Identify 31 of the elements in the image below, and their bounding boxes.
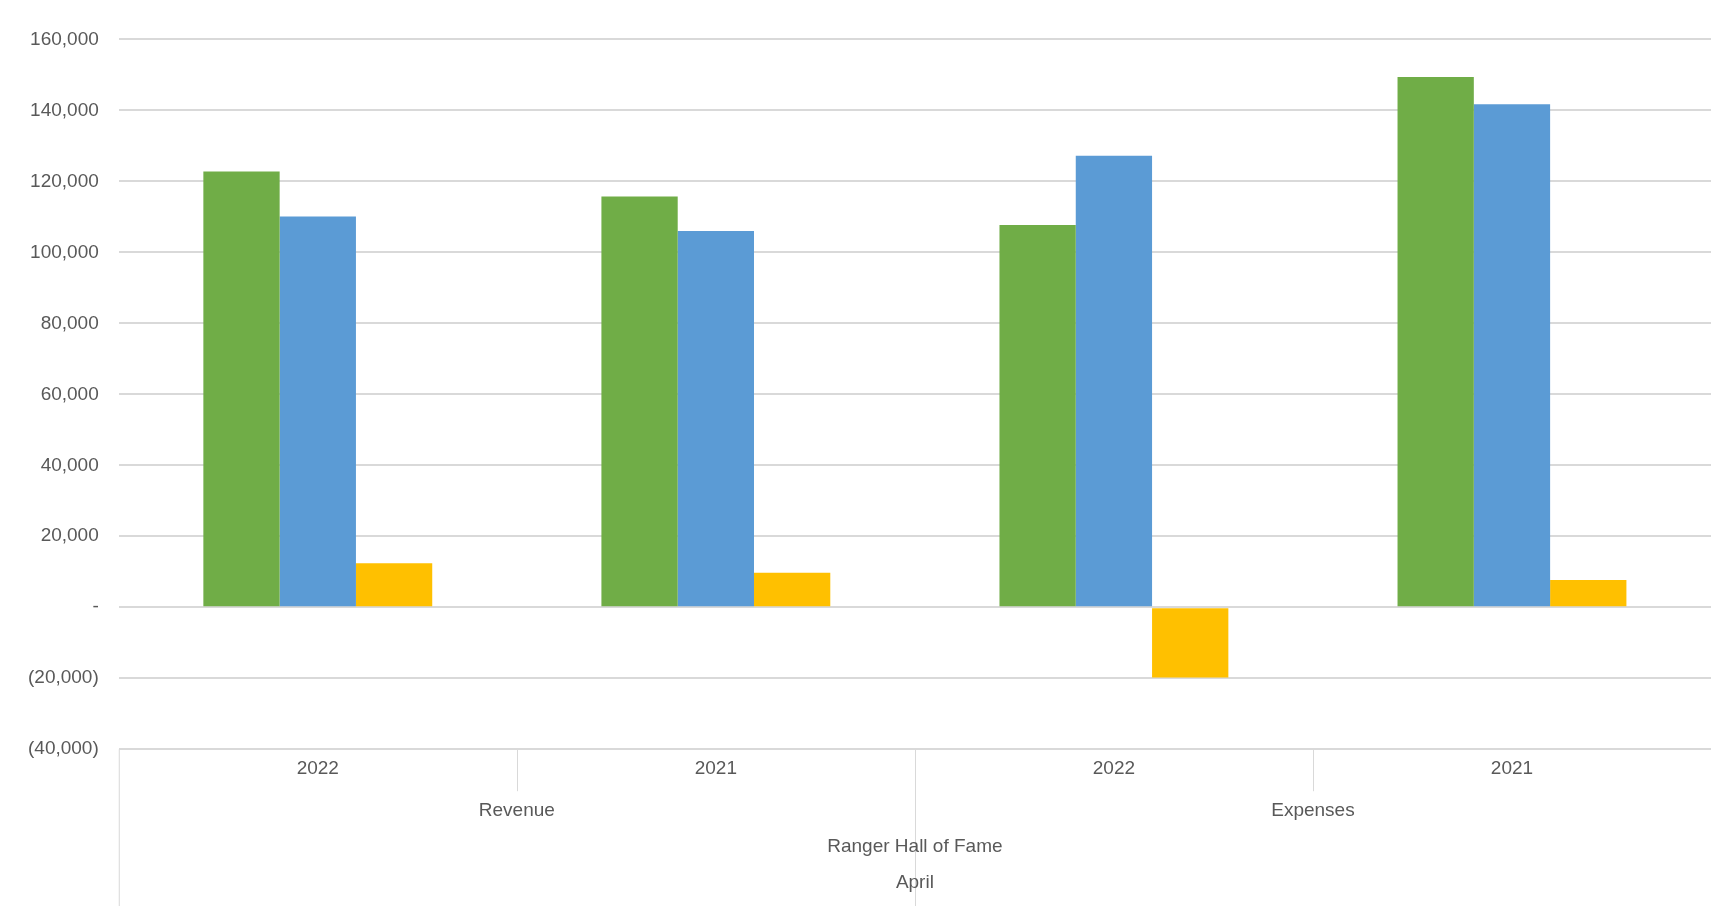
y-tick-label: 100,000 — [30, 240, 99, 262]
bar — [1473, 104, 1551, 607]
text: Expenses — [1271, 799, 1355, 821]
x-tick-label: 2022 — [296, 756, 339, 778]
bar — [754, 572, 831, 607]
y-tick-label: 160,000 — [30, 27, 99, 49]
y-tick-label: 80,000 — [40, 311, 99, 333]
bar — [1075, 155, 1153, 607]
bar — [355, 563, 433, 607]
bar — [1550, 579, 1627, 607]
y-tick-label: (20,000) — [27, 666, 99, 688]
text: April — [895, 871, 934, 893]
y-tick-label: - — [92, 595, 99, 617]
text: Ranger Hall of Fame — [827, 835, 1003, 857]
bar — [279, 216, 356, 607]
x-tick-label: 2022 — [1092, 756, 1136, 778]
bar — [601, 196, 678, 607]
x-tick-label: 2021 — [694, 756, 737, 778]
y-tick-label: 40,000 — [40, 453, 99, 475]
text: Revenue — [478, 799, 555, 821]
y-tick-label: (40,000) — [27, 737, 99, 759]
bar — [1152, 608, 1229, 678]
bar — [999, 225, 1076, 607]
y-tick-label: 140,000 — [30, 98, 99, 120]
y-tick-label: 120,000 — [30, 169, 99, 191]
bar — [677, 231, 754, 607]
y-tick-label: 60,000 — [40, 382, 99, 404]
bar — [1397, 77, 1474, 607]
y-tick-label: 20,000 — [40, 524, 99, 546]
x-tick-label: 2021 — [1490, 756, 1534, 778]
bar — [203, 171, 280, 607]
